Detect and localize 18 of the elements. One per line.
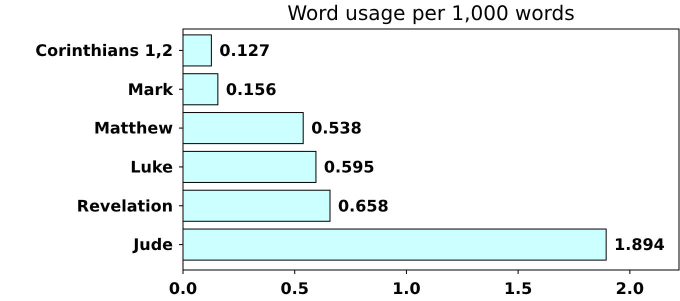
y-tick-label: Revelation xyxy=(76,196,173,216)
y-tick-label: Matthew xyxy=(94,118,174,138)
x-tick-label: 1.0 xyxy=(392,279,421,298)
x-tick-label: 2.0 xyxy=(616,279,644,298)
x-tick-label: 0.0 xyxy=(168,279,198,298)
data-label: 1.894 xyxy=(614,235,665,254)
y-tick-label: Luke xyxy=(130,158,174,177)
data-label: 0.595 xyxy=(324,158,375,177)
y-tick-label: Mark xyxy=(128,80,174,99)
data-label: 0.658 xyxy=(338,196,389,216)
x-tick-label: 1.5 xyxy=(504,279,532,298)
data-label: 0.127 xyxy=(219,41,270,60)
chart-title: Word usage per 1,000 words xyxy=(287,1,575,25)
data-label: 0.156 xyxy=(226,80,276,99)
y-tick-label: Jude xyxy=(132,235,174,254)
x-tick-label: 0.5 xyxy=(280,279,309,298)
data-label: 0.538 xyxy=(311,118,362,138)
y-tick-label: Corinthians 1,2 xyxy=(35,41,173,60)
